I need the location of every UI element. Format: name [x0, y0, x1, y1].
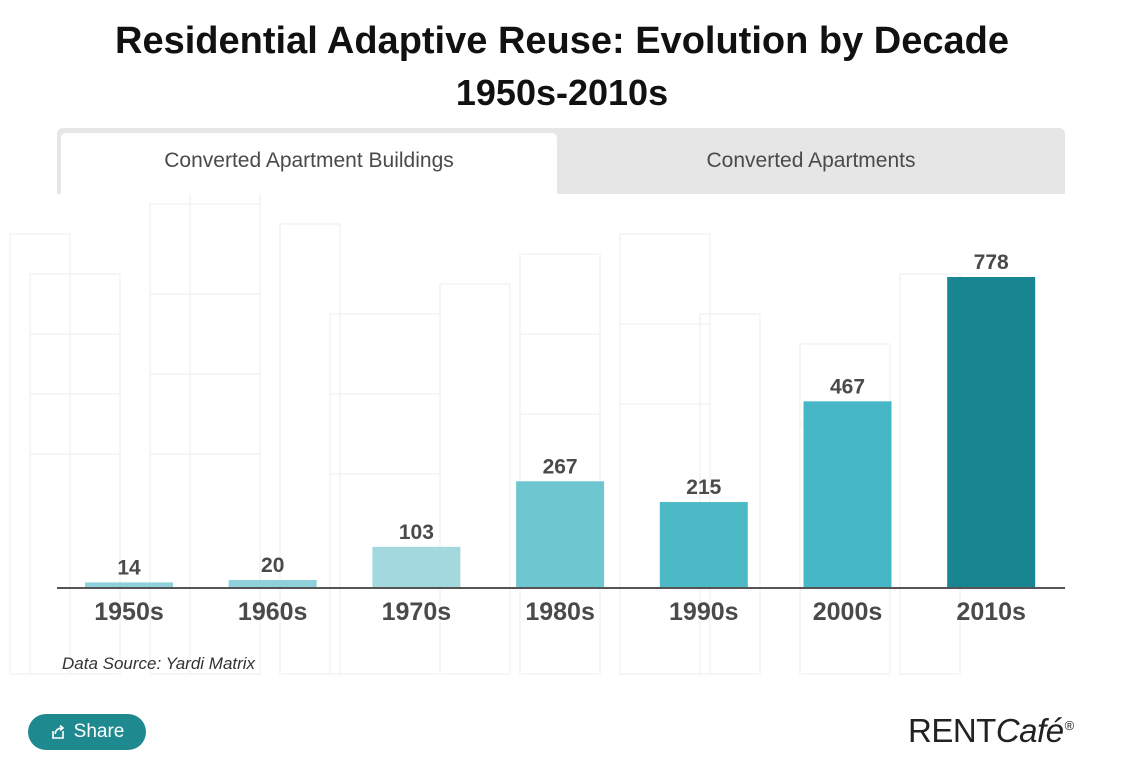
logo-rent: RENT — [908, 712, 996, 749]
data-label-1980s: 267 — [543, 455, 578, 478]
data-label-1990s: 215 — [686, 476, 721, 499]
logo-cafe: Café — [995, 712, 1064, 749]
bar-1970s — [372, 546, 461, 588]
data-label-1970s: 103 — [399, 521, 434, 544]
share-icon — [51, 724, 64, 739]
data-source-note: Data Source: Yardi Matrix — [62, 654, 256, 673]
bar-1950s — [85, 582, 173, 588]
bar-1960s — [228, 580, 317, 588]
bar-1980s — [516, 481, 605, 588]
data-label-2000s: 467 — [830, 375, 865, 398]
tab-converted-apartments[interactable]: Converted Apartments — [706, 149, 916, 172]
data-label-1950s: 14 — [117, 556, 141, 579]
logo-registered: ® — [1064, 718, 1075, 733]
tab-converted-apartment-buildings[interactable]: Converted Apartment Buildings — [61, 133, 557, 194]
x-tick-label-2000s: 2000s — [813, 598, 883, 626]
data-label-2010s: 778 — [974, 251, 1009, 274]
rentcafe-logo[interactable]: RENTCafé® — [908, 712, 1074, 750]
share-button[interactable]: Share — [28, 714, 146, 750]
chart-title: Residential Adaptive Reuse: Evolution by… — [115, 20, 1009, 62]
chart-subtitle: 1950s-2010s — [455, 72, 669, 113]
share-label: Share — [73, 721, 125, 742]
x-tick-label-1980s: 1980s — [525, 598, 595, 626]
x-tick-label-2010s: 2010s — [956, 598, 1026, 626]
bar-1990s — [659, 502, 748, 588]
x-tick-label-1960s: 1960s — [238, 598, 308, 626]
tab-bar: Converted Apartment Buildings Converted … — [57, 128, 1065, 194]
x-tick-label-1970s: 1970s — [382, 598, 452, 626]
bar-2010s — [947, 277, 1036, 588]
bar-2000s — [803, 401, 892, 588]
data-label-1960s: 20 — [261, 554, 284, 577]
x-tick-label-1990s: 1990s — [669, 598, 739, 626]
x-tick-label-1950s: 1950s — [94, 598, 164, 626]
